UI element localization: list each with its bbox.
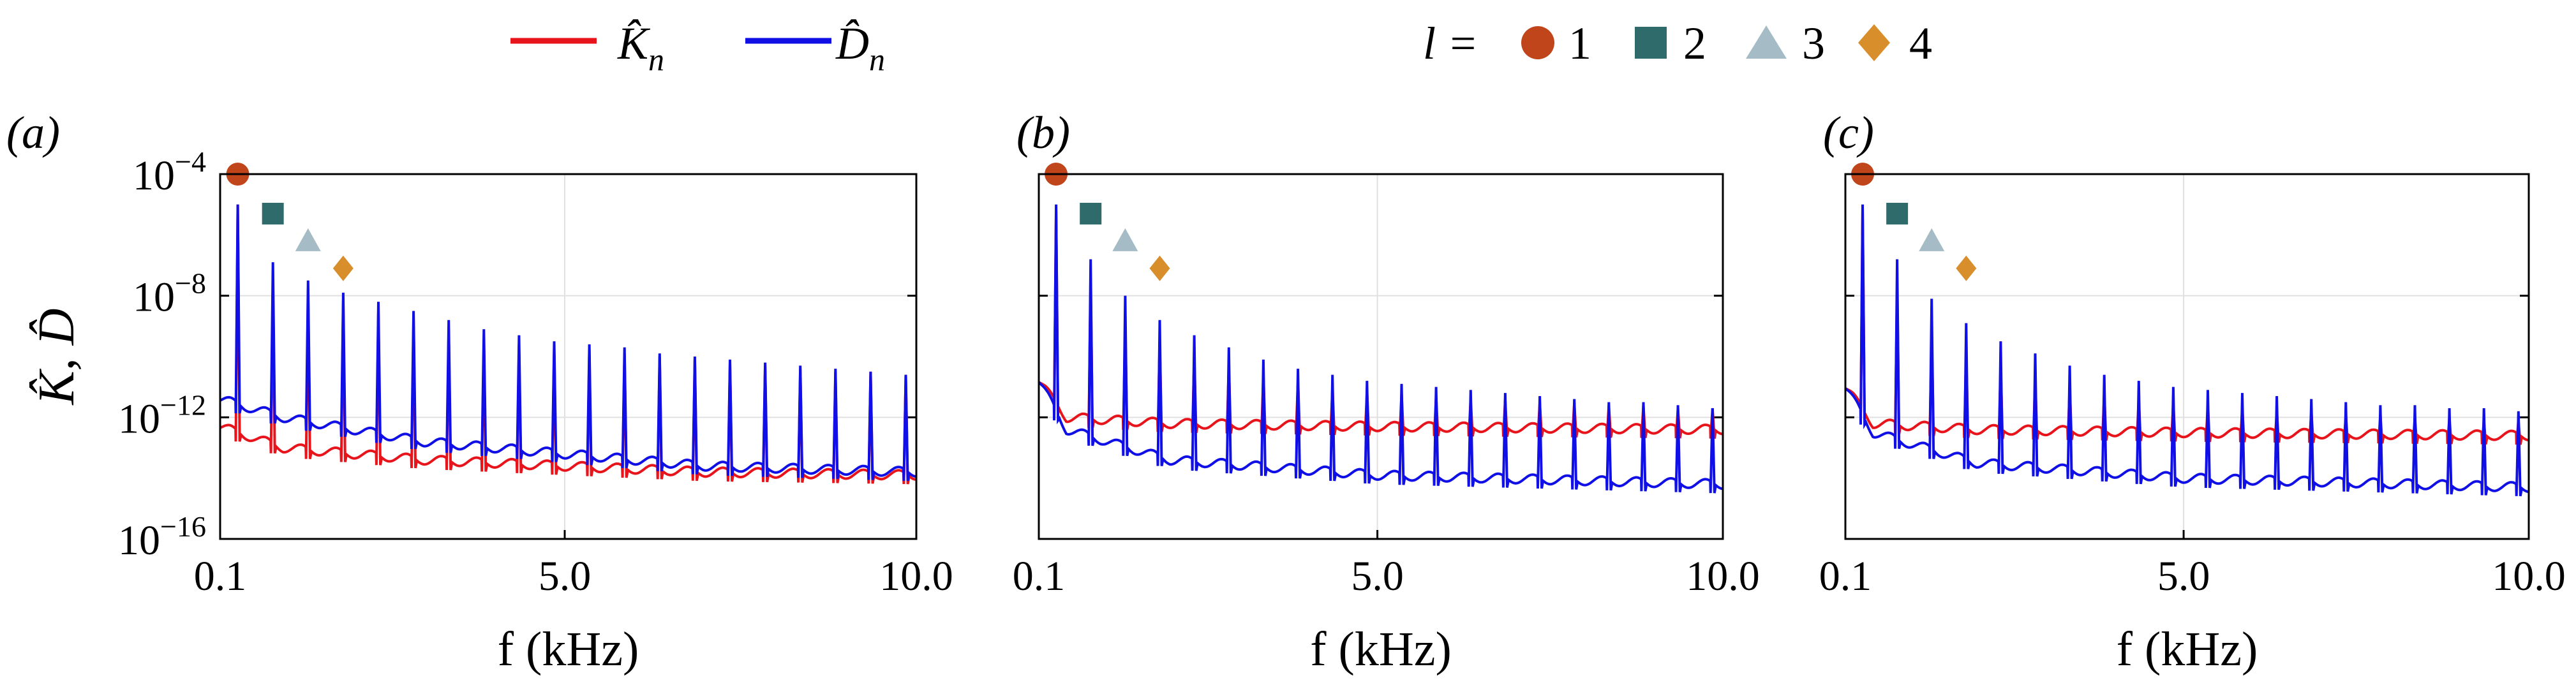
diamond-icon	[332, 255, 354, 281]
circle-icon	[1521, 26, 1554, 59]
y-axis-label: K̂, D̂	[29, 308, 85, 405]
y-tick-label: 10−8	[133, 267, 206, 321]
legend-marker-label-3: 3	[1802, 18, 1825, 69]
legend-marker-label-1: 1	[1568, 18, 1591, 69]
y-tick-label: 10−12	[118, 388, 206, 442]
plot-frame	[219, 173, 918, 540]
legend: K̂n D̂n l = 1 2 3 4	[510, 18, 1932, 77]
x-tick-label: 0.1	[1013, 553, 1066, 600]
legend-label-k: K̂n	[617, 18, 664, 77]
series-line-k	[220, 204, 916, 485]
x-tick-label: 10.0	[2492, 553, 2566, 600]
legend-marker-4: 4	[1858, 18, 1932, 69]
square-icon	[1080, 202, 1102, 225]
series-line-d	[1039, 204, 1723, 494]
x-axis-label: f (kHz)	[2117, 622, 2258, 676]
legend-label-d: D̂n	[835, 18, 885, 77]
x-tick-label: 5.0	[539, 553, 592, 600]
series-line-k	[1039, 210, 1723, 439]
legend-marker-label-2: 2	[1683, 18, 1706, 69]
plot-frame	[1844, 173, 2530, 540]
diamond-icon	[1956, 255, 1977, 281]
triangle-icon	[1112, 228, 1138, 251]
legend-marker-label-4: 4	[1909, 18, 1932, 69]
series-line-k	[1845, 210, 2529, 445]
x-tick-label: 5.0	[2157, 553, 2210, 600]
x-tick-label: 0.1	[1819, 553, 1872, 600]
chart-panel-c: 0.1 5.0 10.0 (c) f (kHz)	[1819, 107, 2566, 676]
chart-panel-b: 0.1 5.0 10.0 (b) f (kHz)	[1013, 107, 1760, 676]
legend-marker-2: 2	[1635, 18, 1706, 69]
square-icon	[1635, 27, 1667, 59]
plot-frame	[1038, 173, 1724, 540]
series-line-d	[220, 204, 916, 482]
legend-l-label: l =	[1423, 18, 1478, 69]
x-axis-label: f (kHz)	[498, 622, 639, 676]
square-icon	[262, 202, 284, 225]
triangle-icon	[1746, 26, 1787, 59]
square-icon	[1886, 202, 1909, 225]
x-tick-label: 5.0	[1351, 553, 1404, 600]
y-tick-label: 10−4	[133, 145, 206, 199]
x-tick-label: 10.0	[1686, 553, 1760, 600]
panel-label: (a)	[6, 107, 60, 158]
panel-label: (c)	[1823, 107, 1874, 158]
chart-panel-a: 10−4 10−8 10−12 10−160.1 5.0 10.0 (a) f (kHz) K̂…	[6, 107, 953, 676]
x-tick-label: 0.1	[194, 553, 247, 600]
x-axis-label: f (kHz)	[1310, 622, 1452, 676]
series-line-d	[1845, 204, 2529, 497]
triangle-icon	[295, 228, 321, 251]
legend-marker-1: 1	[1521, 18, 1591, 69]
x-tick-label: 10.0	[879, 553, 953, 600]
diamond-icon	[1149, 255, 1170, 281]
legend-entry-d: D̂n	[745, 18, 885, 77]
legend-entry-k: K̂n	[510, 18, 664, 77]
diamond-icon	[1858, 24, 1890, 61]
legend-marker-3: 3	[1746, 18, 1825, 69]
triangle-icon	[1919, 228, 1945, 251]
y-tick-label: 10−16	[118, 510, 206, 564]
panel-label: (b)	[1016, 107, 1070, 158]
